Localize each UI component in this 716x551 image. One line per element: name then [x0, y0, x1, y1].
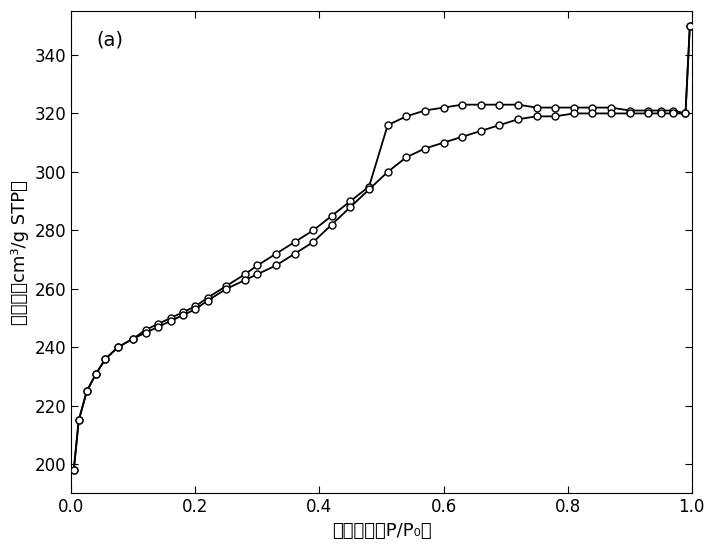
Text: (a): (a) [96, 30, 123, 50]
Y-axis label: 吸附量（cm³/g STP）: 吸附量（cm³/g STP） [11, 180, 29, 325]
X-axis label: 相对压力（P/P₀）: 相对压力（P/P₀） [332, 522, 431, 540]
